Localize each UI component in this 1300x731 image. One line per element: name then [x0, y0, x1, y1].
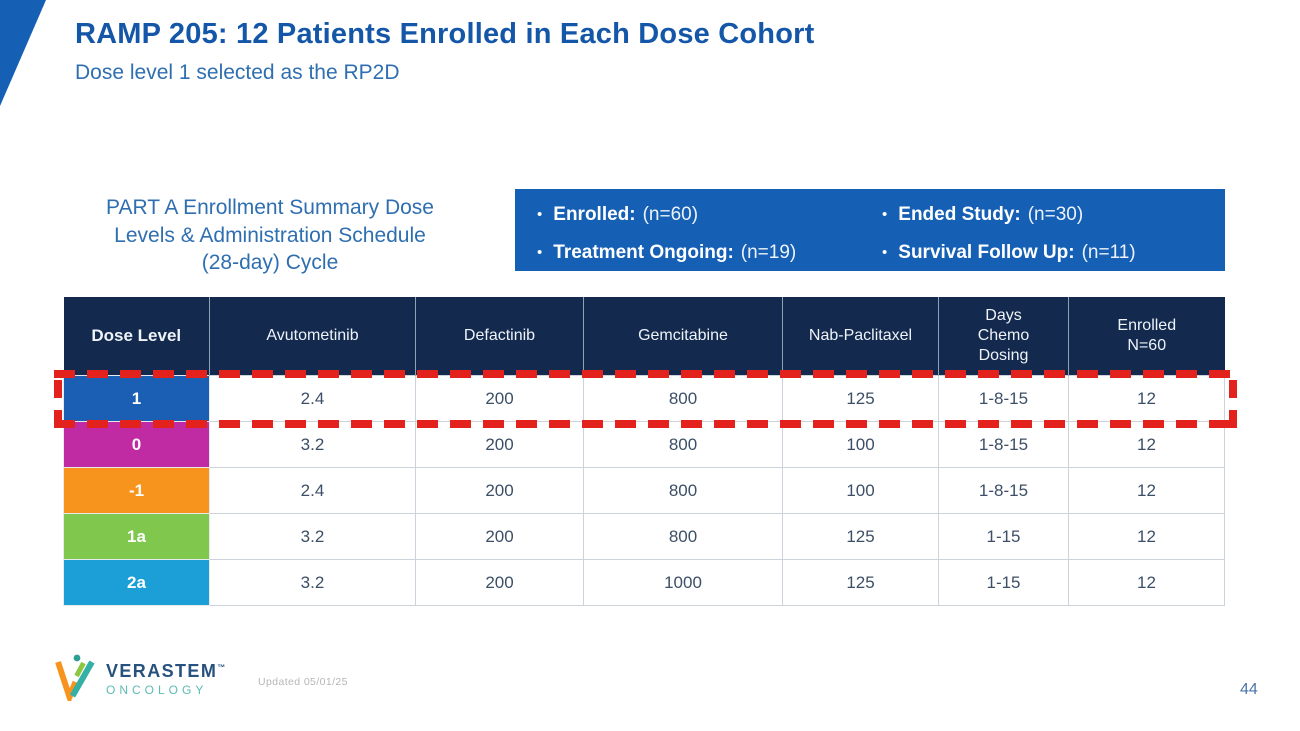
table-row: 2a 3.2 200 1000 125 1-15 12: [63, 559, 1225, 606]
stat-label: Treatment Ongoing:: [553, 242, 734, 263]
table-cell: 125: [782, 513, 939, 560]
table-cell: 2.4: [209, 375, 416, 422]
table-cell: 200: [415, 559, 584, 606]
table-row: 0 3.2 200 800 100 1-8-15 12: [63, 421, 1225, 468]
dose-level-cell: 1a: [63, 513, 210, 560]
table-cell: 12: [1068, 467, 1225, 514]
table-cell: 12: [1068, 375, 1225, 422]
column-header-avutometinib: Avutometinib: [209, 297, 416, 376]
stat-survival-follow-up: • Survival Follow Up: (n=11): [882, 242, 1225, 271]
caption-line: Levels & Administration Schedule: [114, 223, 426, 247]
table-cell: 800: [583, 467, 783, 514]
bullet-icon: •: [537, 206, 543, 223]
dose-cohort-table: Dose Level Avutometinib Defactinib Gemci…: [63, 297, 1225, 606]
bullet-icon: •: [537, 244, 543, 261]
bullet-icon: •: [882, 244, 888, 261]
stat-ended-study: • Ended Study: (n=30): [882, 204, 1225, 233]
table-cell: 1-15: [938, 513, 1069, 560]
table-cell: 200: [415, 513, 584, 560]
table-cell: 3.2: [209, 513, 416, 560]
stat-value: (n=19): [740, 242, 797, 263]
verastem-logo-icon: [55, 654, 95, 701]
dose-level-cell: 1: [63, 375, 210, 422]
table-row: 1a 3.2 200 800 125 1-15 12: [63, 513, 1225, 560]
page-title: RAMP 205: 12 Patients Enrolled in Each D…: [75, 18, 815, 50]
page-subtitle: Dose level 1 selected as the RP2D: [75, 61, 400, 84]
column-header-dose-level: Dose Level: [63, 297, 210, 376]
dose-level-cell: -1: [63, 467, 210, 514]
table-cell: 200: [415, 375, 584, 422]
trademark-symbol: ™: [217, 663, 226, 672]
stat-label: Ended Study:: [898, 204, 1021, 225]
table-cell: 800: [583, 421, 783, 468]
logo-brand-name: VERASTEM: [106, 661, 218, 681]
enrollment-stats-box: • Enrolled: (n=60) • Treatment Ongoing: (n=1…: [515, 189, 1225, 271]
column-header-days-chemo-dosing: Days Chemo Dosing: [938, 297, 1069, 376]
stat-value: (n=60): [642, 204, 699, 225]
table-cell: 3.2: [209, 421, 416, 468]
column-header-nab-paclitaxel: Nab-Paclitaxel: [782, 297, 939, 376]
stat-label: Enrolled:: [553, 204, 636, 225]
stat-label: Survival Follow Up:: [898, 242, 1075, 263]
stat-enrolled: • Enrolled: (n=60): [537, 204, 882, 233]
stat-value: (n=30): [1027, 204, 1084, 225]
dose-level-cell: 0: [63, 421, 210, 468]
enrollment-summary-caption: PART A Enrollment Summary Dose Levels & …: [60, 194, 480, 277]
table-cell: 1-15: [938, 559, 1069, 606]
table-cell: 200: [415, 421, 584, 468]
table-cell: 125: [782, 559, 939, 606]
table-row: -1 2.4 200 800 100 1-8-15 12: [63, 467, 1225, 514]
table-cell: 800: [583, 513, 783, 560]
bullet-icon: •: [882, 206, 888, 223]
caption-line: PART A Enrollment Summary Dose: [106, 196, 434, 219]
table-row: 1 2.4 200 800 125 1-8-15 12: [63, 375, 1225, 422]
table-cell: 1-8-15: [938, 375, 1069, 422]
table-cell: 100: [782, 467, 939, 514]
table-cell: 1-8-15: [938, 421, 1069, 468]
table-cell: 100: [782, 421, 939, 468]
table-cell: 800: [583, 375, 783, 422]
caption-line: (28-day) Cycle: [201, 251, 339, 275]
stat-value: (n=11): [1081, 242, 1136, 263]
table-cell: 1000: [583, 559, 783, 606]
column-header-gemcitabine: Gemcitabine: [583, 297, 783, 376]
column-header-enrolled: Enrolled N=60: [1068, 297, 1225, 376]
table-header-row: Dose Level Avutometinib Defactinib Gemci…: [63, 297, 1225, 376]
verastem-logo: VERASTEM™ ONCOLOGY: [55, 653, 225, 701]
table-cell: 125: [782, 375, 939, 422]
table-cell: 2.4: [209, 467, 416, 514]
stat-treatment-ongoing: • Treatment Ongoing: (n=19): [537, 242, 882, 271]
dose-level-cell: 2a: [63, 559, 210, 606]
table-cell: 1-8-15: [938, 467, 1069, 514]
updated-date: Updated 05/01/25: [258, 676, 348, 688]
column-header-defactinib: Defactinib: [415, 297, 584, 376]
table-cell: 12: [1068, 559, 1225, 606]
table-cell: 12: [1068, 513, 1225, 560]
corner-accent-shape: [0, 0, 46, 106]
table-cell: 200: [415, 467, 584, 514]
logo-text: VERASTEM™ ONCOLOGY: [106, 662, 225, 696]
table-cell: 12: [1068, 421, 1225, 468]
logo-division: ONCOLOGY: [106, 683, 208, 697]
page-number: 44: [1240, 681, 1258, 698]
logo-brand: VERASTEM™: [106, 662, 225, 680]
table-cell: 3.2: [209, 559, 416, 606]
